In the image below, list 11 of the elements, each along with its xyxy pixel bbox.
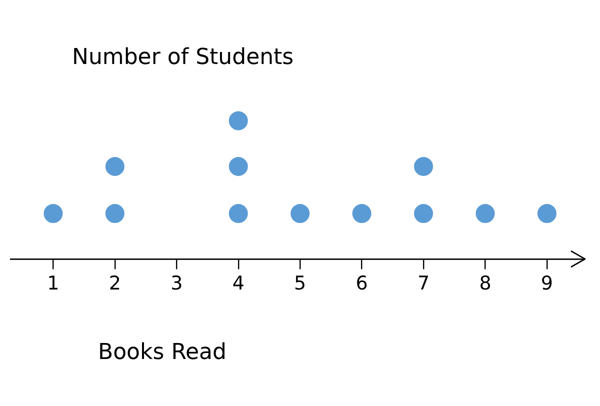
x-tick-label: 7 bbox=[417, 272, 430, 295]
x-tick-label: 8 bbox=[479, 272, 492, 295]
x-tick-label: 4 bbox=[232, 272, 244, 295]
x-tick-label: 1 bbox=[47, 272, 60, 295]
x-tick-label: 9 bbox=[540, 272, 554, 295]
x-axis-title: Books Read bbox=[98, 340, 226, 365]
x-tick-label: 2 bbox=[108, 272, 121, 295]
x-tick-label: 6 bbox=[356, 272, 368, 295]
x-tick-label: 3 bbox=[170, 272, 183, 295]
chart-title: Number of Students bbox=[72, 45, 294, 70]
x-tick-label: 5 bbox=[294, 272, 306, 295]
